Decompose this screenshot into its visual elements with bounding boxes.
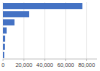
bars — [3, 3, 82, 58]
tick-label: 60,000 — [57, 62, 74, 68]
grid-line — [86, 2, 87, 59]
chart: 0 20,000 40,000 60,000 80,000 — [0, 0, 100, 71]
bar — [3, 44, 5, 50]
bar — [3, 11, 29, 17]
tick-label: 40,000 — [36, 62, 53, 68]
bar — [3, 27, 7, 33]
grid-line — [44, 2, 45, 59]
grid-line — [65, 2, 66, 59]
x-axis: 0 20,000 40,000 60,000 80,000 — [1, 59, 97, 68]
bar — [3, 52, 4, 58]
axis-line — [3, 59, 97, 60]
tick-label: 80,000 — [78, 62, 95, 68]
grid — [3, 2, 87, 59]
bar — [3, 19, 14, 25]
bar — [3, 36, 5, 42]
bar — [3, 3, 82, 9]
grid-line — [23, 2, 24, 59]
background — [0, 0, 100, 71]
tick-label: 0 — [1, 62, 4, 68]
tick-label: 20,000 — [15, 62, 32, 68]
